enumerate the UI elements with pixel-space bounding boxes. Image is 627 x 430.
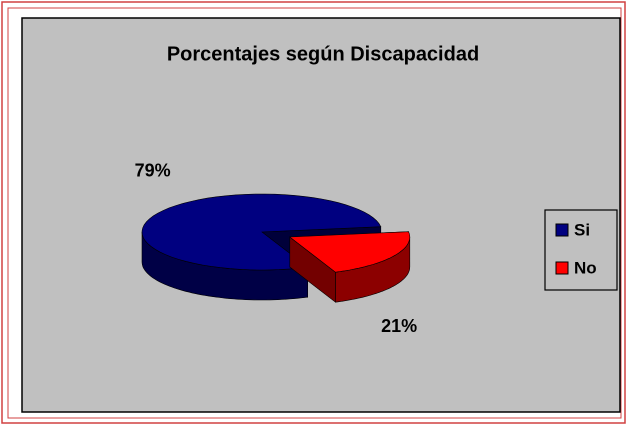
legend-swatch [555, 261, 569, 275]
slice [288, 231, 411, 273]
legend-box [544, 209, 618, 291]
legend-swatch [555, 223, 569, 237]
legend-label: Si [574, 220, 590, 239]
data-label: 79% [135, 160, 171, 180]
legend-label: No [574, 258, 597, 277]
chart-title: Porcentajes según Discapacidad [167, 43, 479, 65]
slice [141, 193, 382, 271]
data-label: 21% [381, 316, 417, 336]
